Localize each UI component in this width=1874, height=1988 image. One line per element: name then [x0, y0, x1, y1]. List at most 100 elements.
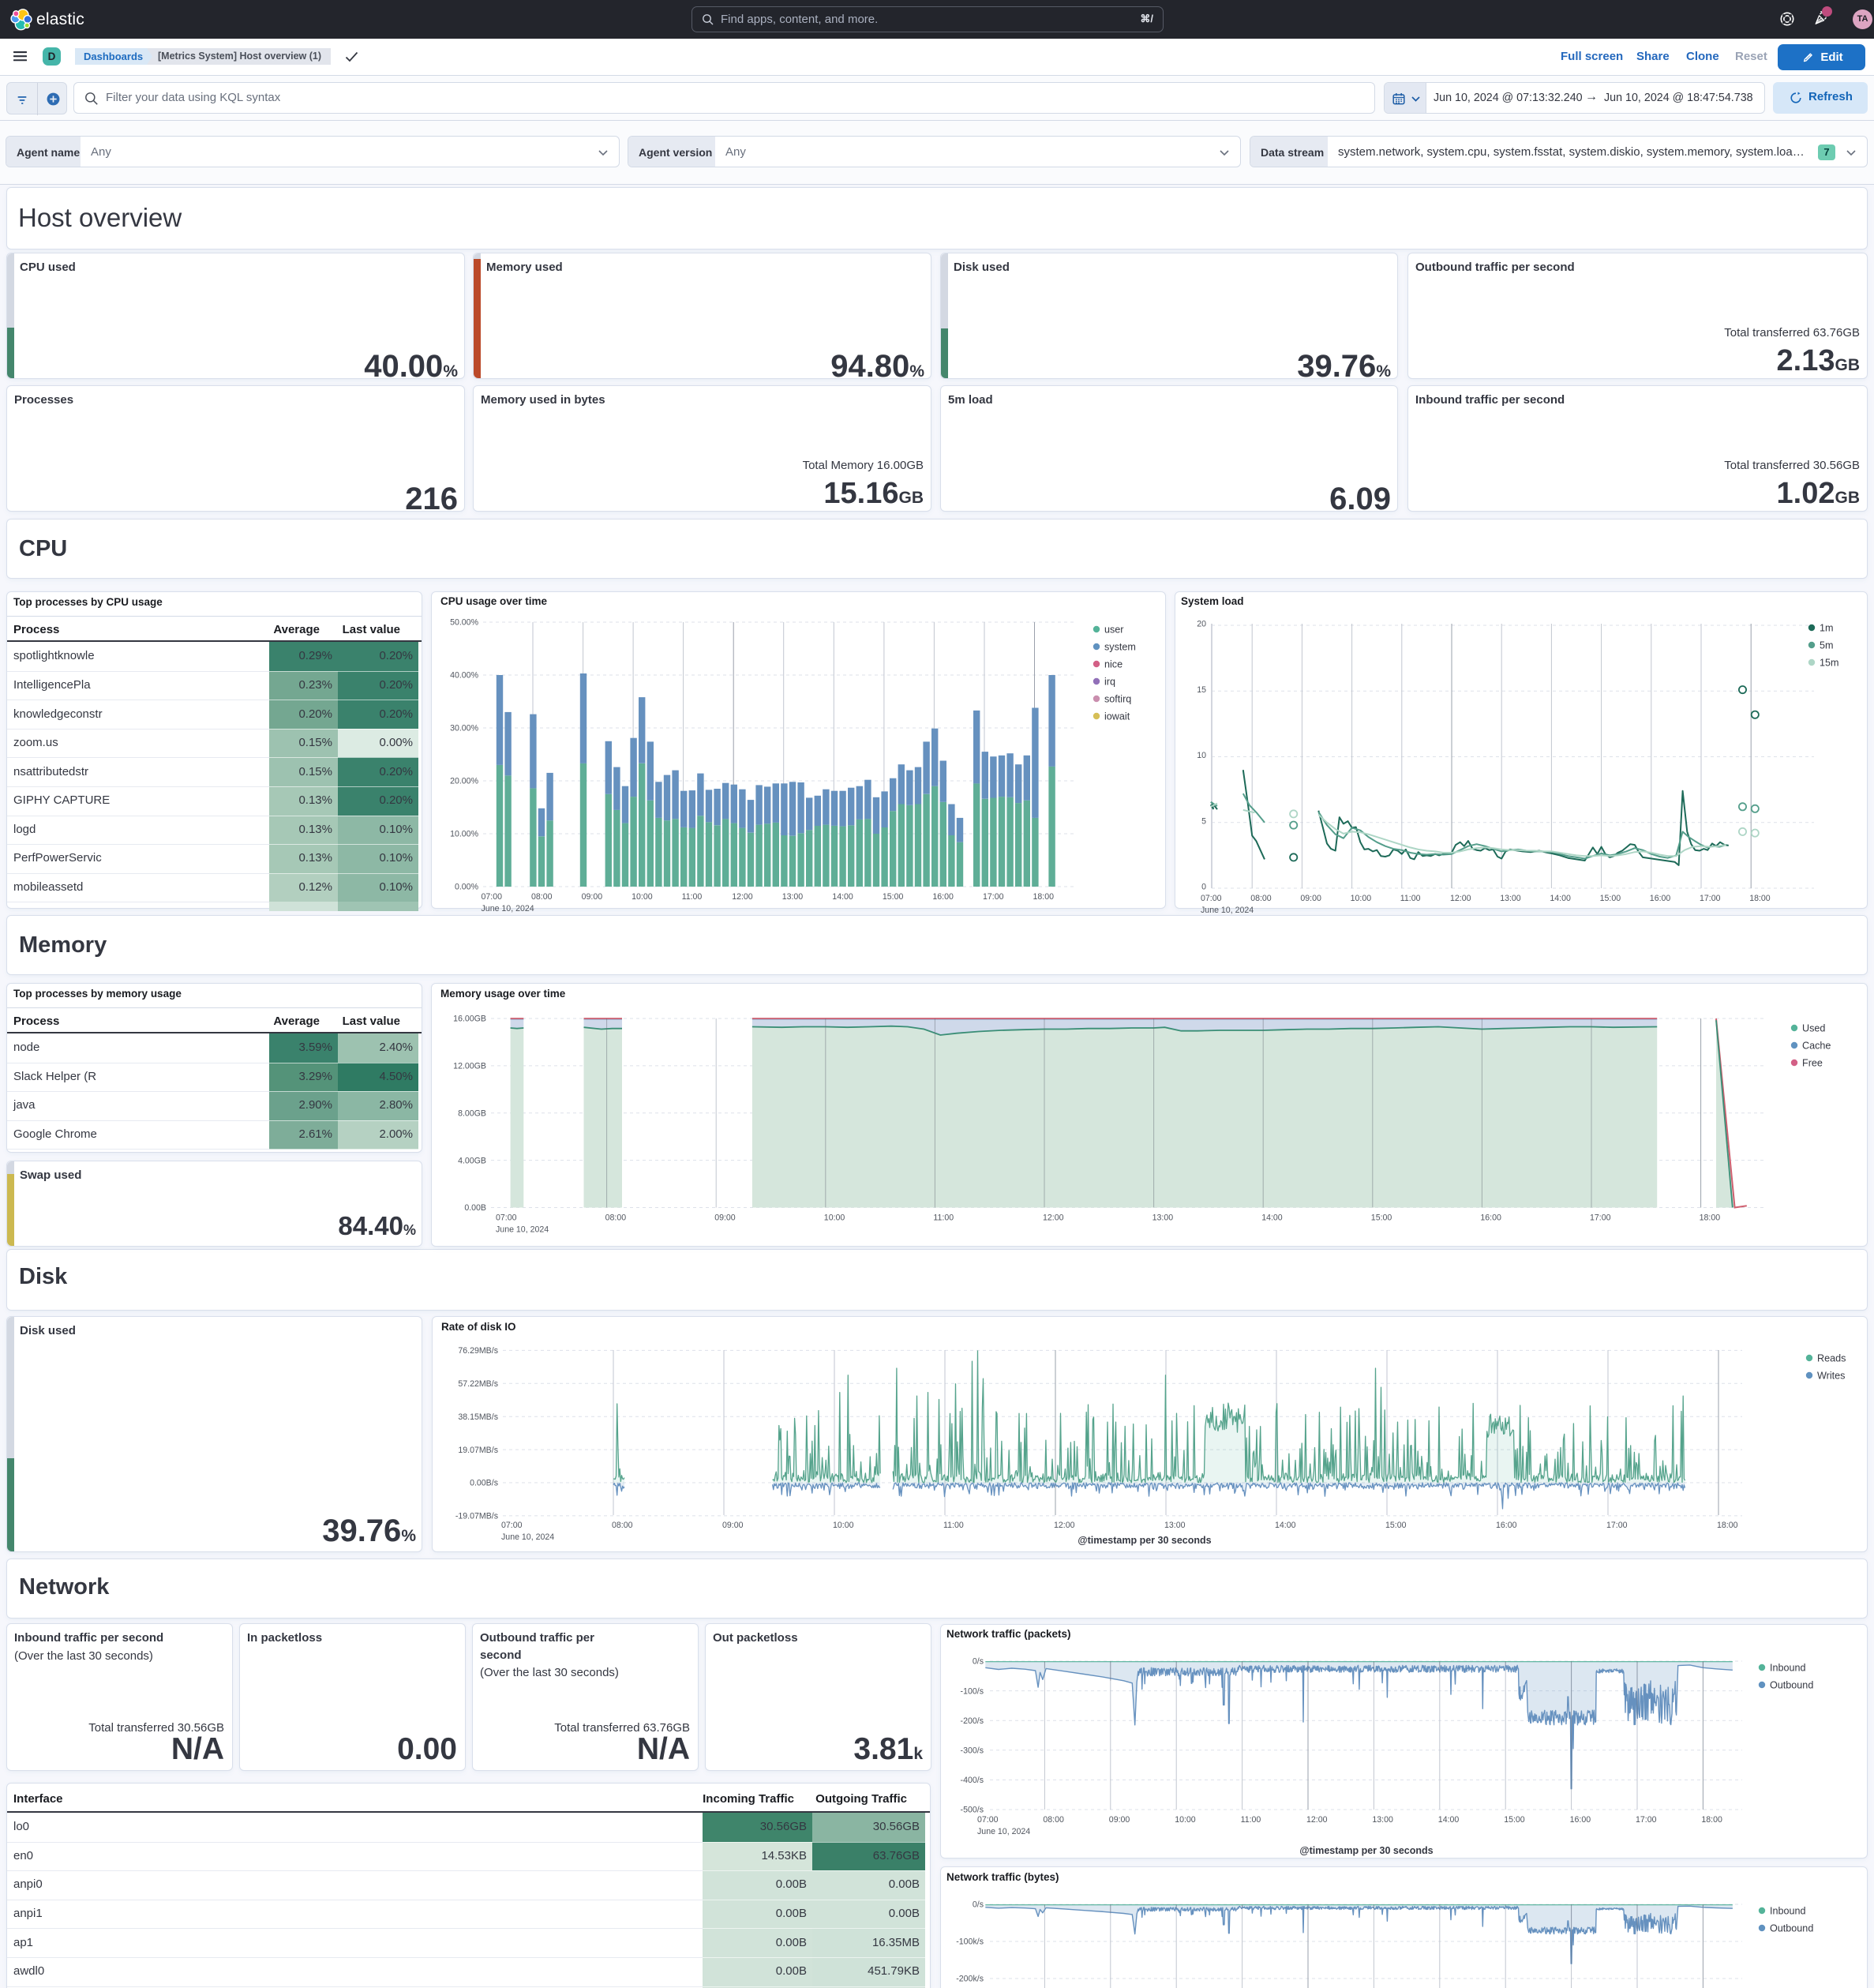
svg-text:14:00: 14:00	[1550, 894, 1571, 903]
svg-text:15:00: 15:00	[1385, 1521, 1407, 1530]
svg-text:07:00: 07:00	[977, 1815, 999, 1825]
svg-text:07:00: 07:00	[482, 892, 503, 902]
svg-text:Inbound: Inbound	[1770, 1663, 1806, 1674]
svg-text:17:00: 17:00	[983, 892, 1004, 902]
svg-text:Reads: Reads	[1817, 1353, 1846, 1364]
svg-text:12:00: 12:00	[1450, 894, 1471, 903]
svg-text:18:00: 18:00	[1033, 892, 1055, 902]
svg-text:0.00B: 0.00B	[464, 1203, 486, 1213]
svg-text:June 10, 2024: June 10, 2024	[482, 904, 534, 913]
svg-text:10:00: 10:00	[1175, 1815, 1196, 1825]
svg-text:8.00GB: 8.00GB	[458, 1108, 486, 1118]
svg-text:12:00: 12:00	[1054, 1521, 1075, 1530]
svg-text:12:00: 12:00	[732, 892, 753, 902]
svg-text:@timestamp per 30 seconds: @timestamp per 30 seconds	[1299, 1845, 1433, 1856]
svg-text:14:00: 14:00	[832, 892, 853, 902]
svg-text:16.00GB: 16.00GB	[453, 1015, 486, 1024]
svg-text:1m: 1m	[1820, 623, 1834, 634]
svg-text:40.00%: 40.00%	[450, 671, 479, 681]
svg-text:June 10, 2024: June 10, 2024	[977, 1827, 1030, 1836]
svg-text:13:00: 13:00	[1500, 894, 1521, 903]
svg-text:17:00: 17:00	[1590, 1213, 1611, 1223]
svg-text:08:00: 08:00	[1043, 1815, 1064, 1825]
svg-text:16:00: 16:00	[1570, 1815, 1591, 1825]
svg-text:08:00: 08:00	[1250, 894, 1272, 903]
svg-text:11:00: 11:00	[1400, 894, 1421, 903]
svg-text:12.00GB: 12.00GB	[453, 1062, 486, 1071]
svg-text:@timestamp per 30 seconds: @timestamp per 30 seconds	[1078, 1535, 1211, 1546]
svg-text:18:00: 18:00	[1749, 894, 1771, 903]
svg-text:0.00B/s: 0.00B/s	[470, 1479, 498, 1488]
svg-text:11:00: 11:00	[933, 1213, 954, 1223]
svg-text:nice: nice	[1104, 659, 1123, 670]
svg-text:June 10, 2024: June 10, 2024	[501, 1532, 554, 1542]
svg-text:-19.07MB/s: -19.07MB/s	[455, 1512, 498, 1521]
svg-text:11:00: 11:00	[1241, 1815, 1261, 1825]
svg-text:13:00: 13:00	[1164, 1521, 1186, 1530]
svg-text:19.07MB/s: 19.07MB/s	[458, 1446, 498, 1455]
svg-text:0/s: 0/s	[973, 1900, 984, 1910]
svg-text:08:00: 08:00	[612, 1521, 633, 1530]
svg-text:07:00: 07:00	[496, 1213, 517, 1223]
svg-text:16:00: 16:00	[1480, 1213, 1501, 1223]
svg-text:-400/s: -400/s	[961, 1776, 984, 1785]
svg-text:Writes: Writes	[1817, 1371, 1845, 1382]
svg-text:5m: 5m	[1820, 640, 1834, 651]
svg-text:-300/s: -300/s	[961, 1746, 984, 1756]
svg-text:10:00: 10:00	[833, 1521, 854, 1530]
svg-text:Free: Free	[1802, 1058, 1823, 1069]
svg-text:09:00: 09:00	[714, 1213, 736, 1223]
svg-text:14:00: 14:00	[1438, 1815, 1460, 1825]
svg-text:user: user	[1104, 625, 1124, 636]
svg-text:-500/s: -500/s	[961, 1806, 984, 1815]
svg-text:5: 5	[1201, 817, 1206, 827]
svg-text:10:00: 10:00	[1351, 894, 1372, 903]
svg-text:14:00: 14:00	[1261, 1213, 1283, 1223]
svg-text:50.00%: 50.00%	[450, 618, 479, 628]
svg-text:17:00: 17:00	[1606, 1521, 1628, 1530]
svg-text:4.00GB: 4.00GB	[458, 1156, 486, 1165]
svg-text:-100/s: -100/s	[961, 1686, 984, 1696]
svg-text:10: 10	[1197, 751, 1206, 760]
svg-text:17:00: 17:00	[1636, 1815, 1657, 1825]
svg-text:15m: 15m	[1820, 658, 1839, 669]
svg-text:08:00: 08:00	[605, 1213, 627, 1223]
svg-text:-100k/s: -100k/s	[956, 1937, 984, 1947]
svg-text:09:00: 09:00	[722, 1521, 744, 1530]
svg-text:17:00: 17:00	[1700, 894, 1721, 903]
svg-text:10.00%: 10.00%	[450, 830, 479, 839]
svg-text:Cache: Cache	[1802, 1041, 1831, 1052]
svg-text:15:00: 15:00	[1600, 894, 1621, 903]
svg-text:18:00: 18:00	[1717, 1521, 1738, 1530]
svg-text:Outbound: Outbound	[1770, 1680, 1813, 1691]
svg-text:-200k/s: -200k/s	[956, 1975, 984, 1984]
svg-text:16:00: 16:00	[932, 892, 954, 902]
svg-text:-200/s: -200/s	[961, 1716, 984, 1726]
svg-text:Outbound: Outbound	[1770, 1923, 1813, 1934]
svg-text:16:00: 16:00	[1650, 894, 1671, 903]
svg-text:15:00: 15:00	[883, 892, 904, 902]
svg-text:09:00: 09:00	[1109, 1815, 1130, 1825]
svg-text:57.22MB/s: 57.22MB/s	[458, 1379, 498, 1389]
svg-text:30.00%: 30.00%	[450, 724, 479, 733]
svg-text:09:00: 09:00	[582, 892, 603, 902]
svg-text:15:00: 15:00	[1504, 1815, 1525, 1825]
svg-text:14:00: 14:00	[1275, 1521, 1296, 1530]
svg-text:system: system	[1104, 642, 1136, 653]
svg-text:11:00: 11:00	[682, 892, 703, 902]
svg-text:15: 15	[1197, 685, 1206, 695]
svg-text:Used: Used	[1802, 1023, 1825, 1034]
svg-text:irq: irq	[1104, 677, 1115, 688]
svg-text:15:00: 15:00	[1371, 1213, 1392, 1223]
svg-text:18:00: 18:00	[1700, 1213, 1721, 1223]
svg-text:iowait: iowait	[1104, 711, 1130, 722]
svg-text:0.00%: 0.00%	[455, 883, 479, 892]
svg-text:13:00: 13:00	[782, 892, 804, 902]
svg-text:16:00: 16:00	[1496, 1521, 1517, 1530]
svg-text:10:00: 10:00	[824, 1213, 845, 1223]
svg-text:10:00: 10:00	[632, 892, 653, 902]
svg-text:softirq: softirq	[1104, 694, 1131, 705]
svg-text:13:00: 13:00	[1372, 1815, 1393, 1825]
svg-text:June 10, 2024: June 10, 2024	[496, 1225, 549, 1235]
svg-text:12:00: 12:00	[1043, 1213, 1064, 1223]
